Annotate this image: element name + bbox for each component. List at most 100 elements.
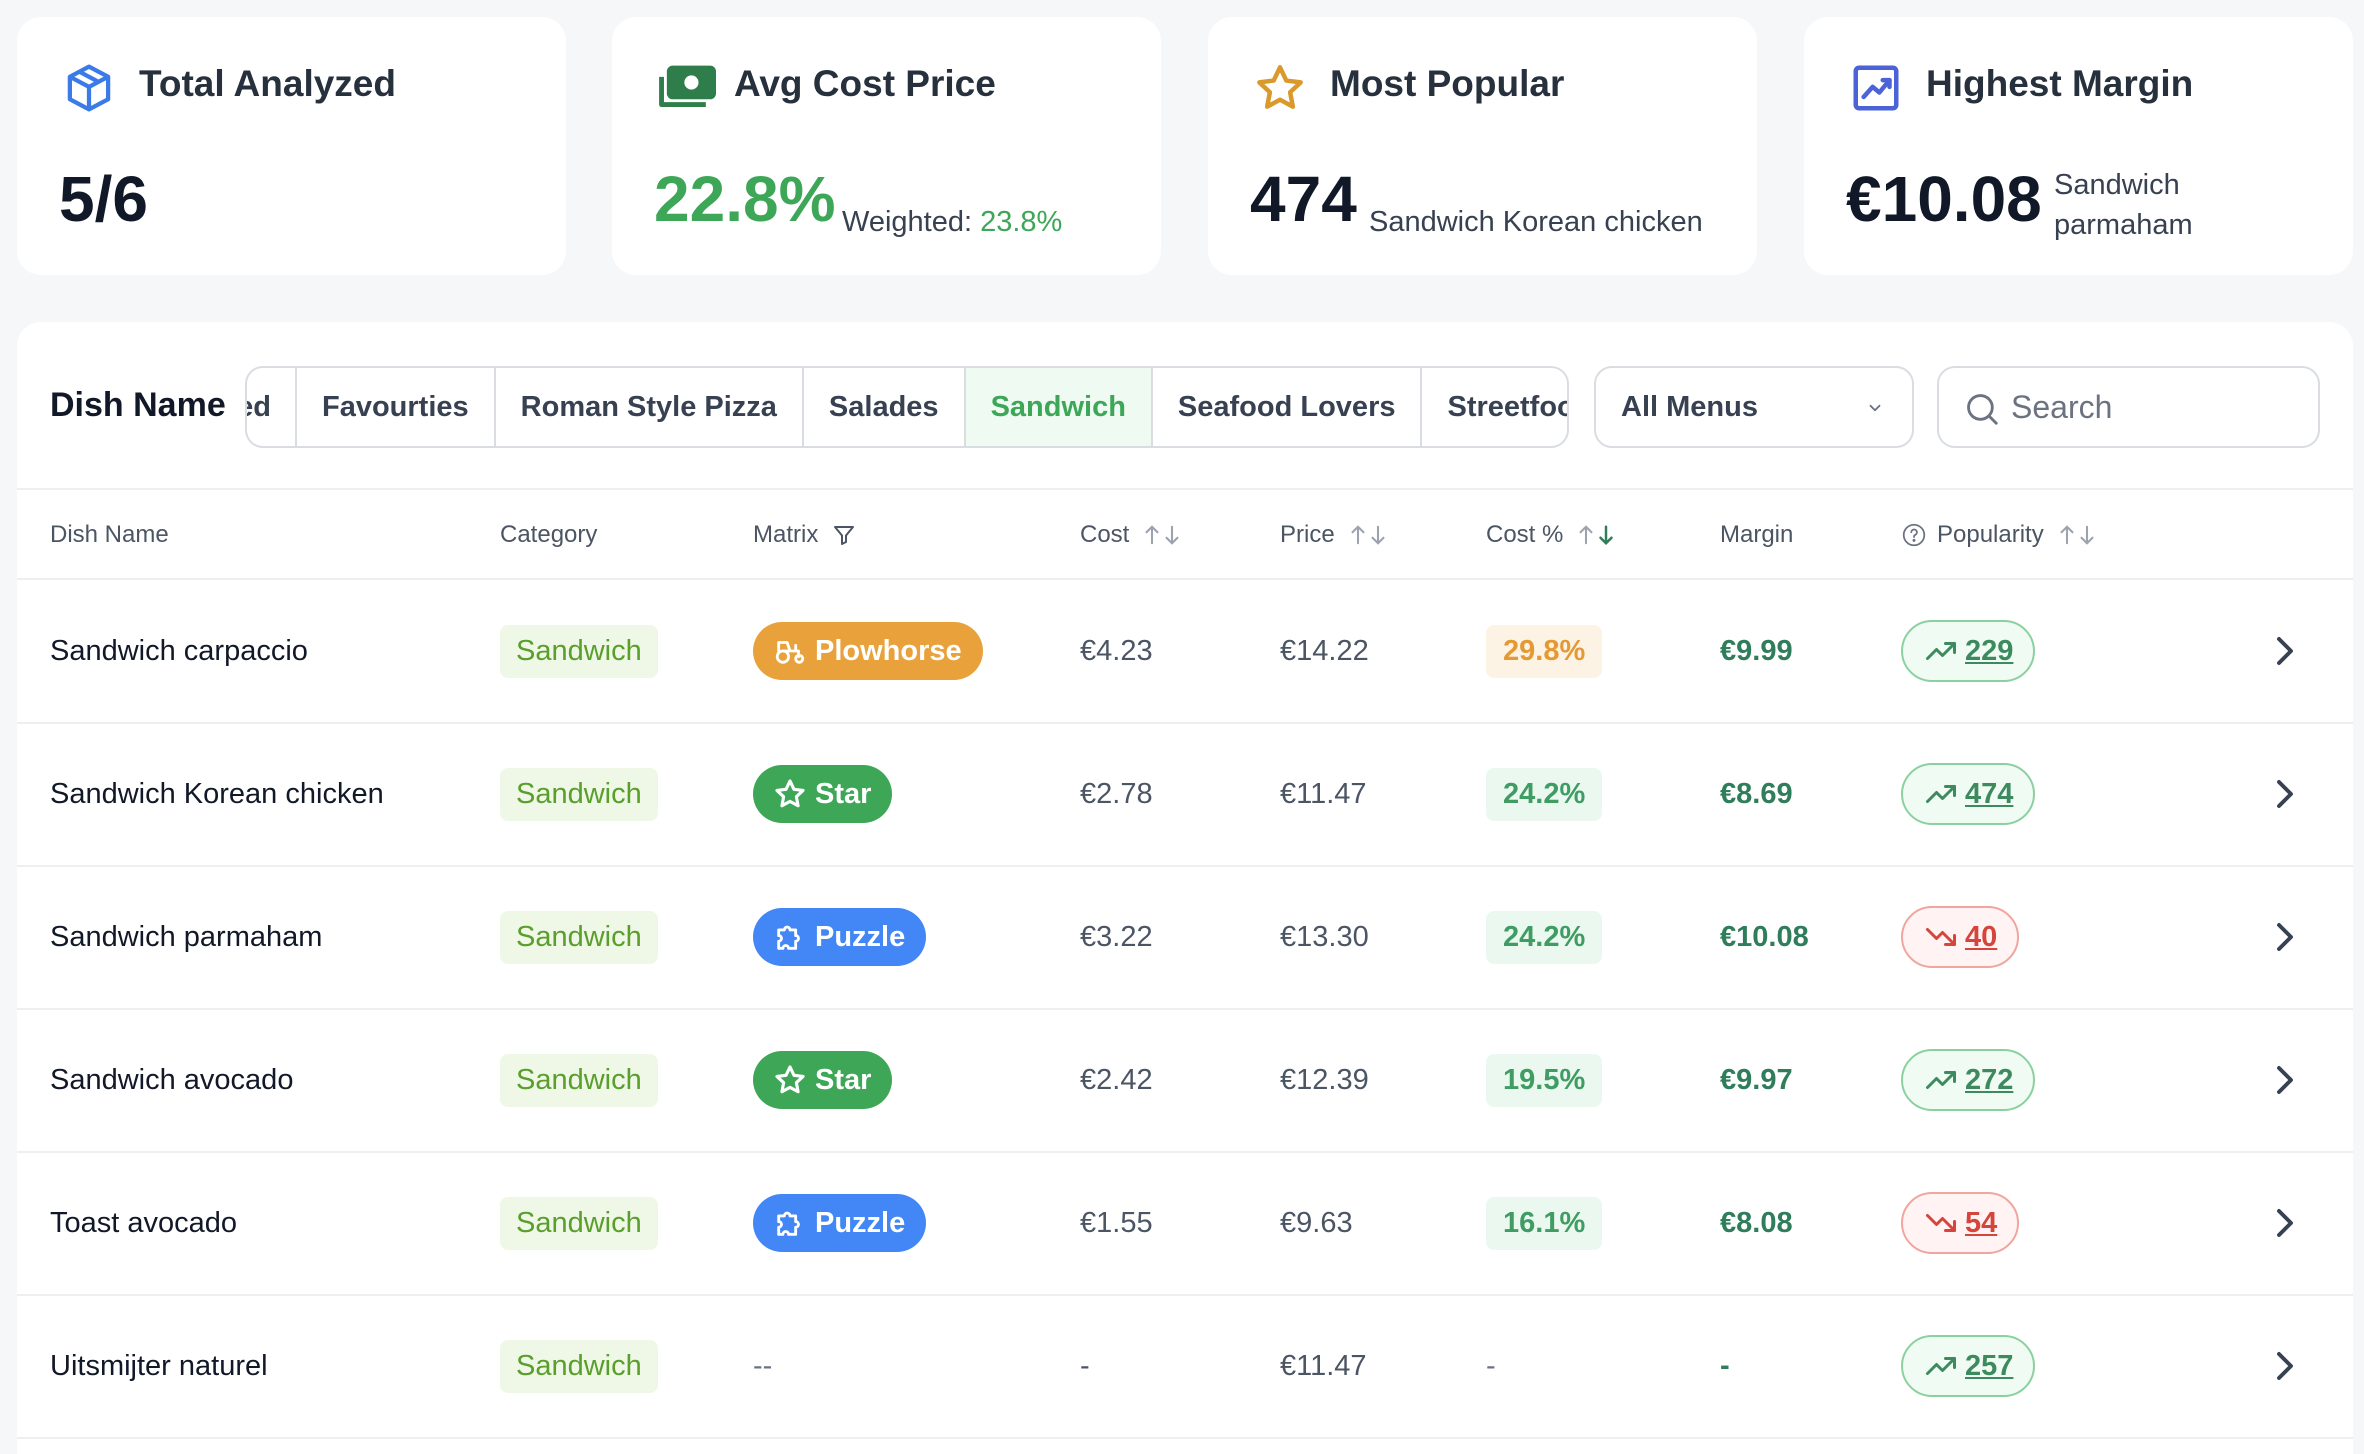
matrix-badge: Star [753, 765, 893, 823]
sort-arrows-icon[interactable] [1349, 524, 1387, 546]
stat-title: Most Popular [1330, 63, 1565, 104]
popularity-link[interactable]: 40 [1901, 906, 2020, 968]
category-tabs: ed Favourties Roman Style Pizza Salades … [245, 366, 1569, 448]
search-input[interactable] [2011, 388, 2291, 426]
stat-card-avg-cost-price: Avg Cost Price 22.8% Weighted: 23.8% [612, 17, 1161, 275]
matrix-label: Puzzle [815, 920, 906, 953]
dish-name: Sandwich avocado [50, 1063, 294, 1096]
popularity-link[interactable]: 229 [1901, 620, 2036, 682]
chevron-right-icon[interactable] [2273, 1062, 2297, 1098]
trending-chart-icon [1853, 65, 1899, 111]
table-row[interactable]: Sandwich carpaccio Sandwich Plowhorse €4.23… [17, 580, 2353, 724]
category-cell: Sandwich [500, 580, 658, 722]
matrix-cell: Star [753, 1009, 893, 1151]
dish-name: Sandwich parmaham [50, 920, 323, 953]
header-price[interactable]: Price [1280, 521, 1387, 549]
chevron-right-icon[interactable] [2273, 1205, 2297, 1241]
weighted-label: Weighted: [842, 206, 973, 238]
sort-arrows-icon[interactable] [1577, 524, 1615, 546]
popularity-link[interactable]: 257 [1901, 1335, 2036, 1397]
margin-value: €9.99 [1720, 634, 1793, 667]
header-dish-name[interactable]: Dish Name [50, 521, 169, 548]
matrix-label: Plowhorse [815, 634, 962, 667]
matrix-empty: -- [753, 1349, 773, 1382]
cost-pct-badge: 19.5% [1486, 1053, 1603, 1107]
header-cost-label: Cost [1080, 521, 1130, 548]
chevron-right-icon[interactable] [2273, 1348, 2297, 1384]
tab-salades[interactable]: Salades [804, 368, 966, 446]
row-open-cell[interactable] [2273, 1152, 2297, 1294]
chevron-right-icon[interactable] [2273, 776, 2297, 812]
header-category[interactable]: Category [500, 521, 598, 548]
header-popularity[interactable]: Popularity [1901, 521, 2096, 549]
sort-arrows-icon[interactable] [1143, 524, 1181, 546]
category-badge: Sandwich [500, 767, 658, 821]
table-row[interactable]: Sandwich parmaham Sandwich Puzzle €3.22 €13.… [17, 866, 2353, 1010]
tab-roman-style-pizza[interactable]: Roman Style Pizza [496, 368, 804, 446]
tab-streetfood[interactable]: Streetfood [1447, 390, 1567, 423]
tab-seafood-lovers[interactable]: Seafood Lovers [1153, 368, 1423, 446]
matrix-badge: Star [753, 1051, 893, 1109]
category-cell: Sandwich [500, 1009, 658, 1151]
puzzle-icon [777, 925, 800, 950]
stat-value: 22.8% [654, 163, 836, 235]
stat-card-most-popular: Most Popular 474 Sandwich Korean chicken [1208, 17, 1757, 275]
tab-sandwich[interactable]: Sandwich [965, 368, 1153, 446]
table-row[interactable]: Sandwich Korean chicken Sandwich Star €2.78… [17, 723, 2353, 867]
row-open-cell[interactable] [2273, 1295, 2297, 1437]
chevron-right-icon[interactable] [2273, 633, 2297, 669]
cost-pct-badge: 16.1% [1486, 1196, 1603, 1250]
sort-arrows-icon[interactable] [2058, 524, 2096, 546]
table-row[interactable]: Uitsmijter naturel Sandwich -- - €11.47- -257 [17, 1295, 2353, 1439]
menu-select[interactable]: All Menus [1594, 366, 1914, 448]
trending-up-icon [1926, 1071, 1956, 1089]
popularity-link[interactable]: 272 [1901, 1049, 2036, 1111]
popularity-value: 257 [1965, 1349, 2014, 1382]
header-cost-pct[interactable]: Cost % [1486, 521, 1615, 549]
filter-icon[interactable] [832, 523, 856, 547]
search-field[interactable] [1937, 366, 2320, 448]
tab-favourties[interactable]: Favourties [297, 368, 496, 446]
most-popular-dish: Sandwich Korean chicken [1369, 206, 1703, 238]
header-popularity-label: Popularity [1937, 521, 2044, 548]
matrix-cell: Puzzle [753, 866, 927, 1008]
header-margin[interactable]: Margin [1720, 521, 1794, 548]
stat-title: Highest Margin [1926, 63, 2194, 104]
price-value: €9.63 [1280, 1206, 1353, 1239]
dish-line: Sandwich [2054, 169, 2180, 201]
popularity-value: 474 [1965, 777, 2014, 810]
matrix-label: Star [815, 777, 872, 810]
table-row[interactable]: Sandwich avocado Sandwich Star €2.42 €12.39 1… [17, 1009, 2353, 1153]
margin-value: €8.08 [1720, 1206, 1793, 1239]
tab-partial[interactable]: ed [247, 368, 297, 446]
row-open-cell[interactable] [2273, 723, 2297, 865]
trending-up-icon [1926, 642, 1956, 660]
cost-pct-cell: - [1486, 1295, 1496, 1437]
dish-name: Sandwich Korean chicken [50, 777, 384, 810]
row-open-cell[interactable] [2273, 866, 2297, 1008]
popularity-value: 229 [1965, 634, 2014, 667]
popularity-link[interactable]: 474 [1901, 763, 2036, 825]
cost-pct-cell: 24.2% [1486, 866, 1603, 1008]
cost-value: €1.55 [1080, 1206, 1153, 1239]
header-cost[interactable]: Cost [1080, 521, 1181, 549]
row-open-cell[interactable] [2273, 580, 2297, 722]
row-open-cell[interactable] [2273, 1009, 2297, 1151]
cost-value: €2.42 [1080, 1063, 1153, 1096]
popularity-cell: 229 [1901, 580, 2036, 722]
popularity-cell: 257 [1901, 1295, 2036, 1437]
popularity-cell: 54 [1901, 1152, 2020, 1294]
star-icon [775, 1065, 805, 1094]
help-icon[interactable] [1901, 522, 1927, 548]
popularity-link[interactable]: 54 [1901, 1192, 2020, 1254]
stat-title: Total Analyzed [139, 63, 396, 104]
chevron-right-icon[interactable] [2273, 919, 2297, 955]
stat-card-highest-margin: Highest Margin €10.08 Sandwich parmaham [1804, 17, 2353, 275]
matrix-cell: -- [753, 1295, 772, 1437]
header-matrix[interactable]: Matrix [753, 521, 856, 549]
money-icon [659, 65, 717, 108]
menu-select-value: All Menus [1621, 390, 1758, 423]
dish-name: Uitsmijter naturel [50, 1349, 268, 1382]
table-row[interactable]: Toast avocado Sandwich Puzzle €1.55 €9.63 16.… [17, 1152, 2353, 1296]
price-value: €14.22 [1280, 634, 1369, 667]
